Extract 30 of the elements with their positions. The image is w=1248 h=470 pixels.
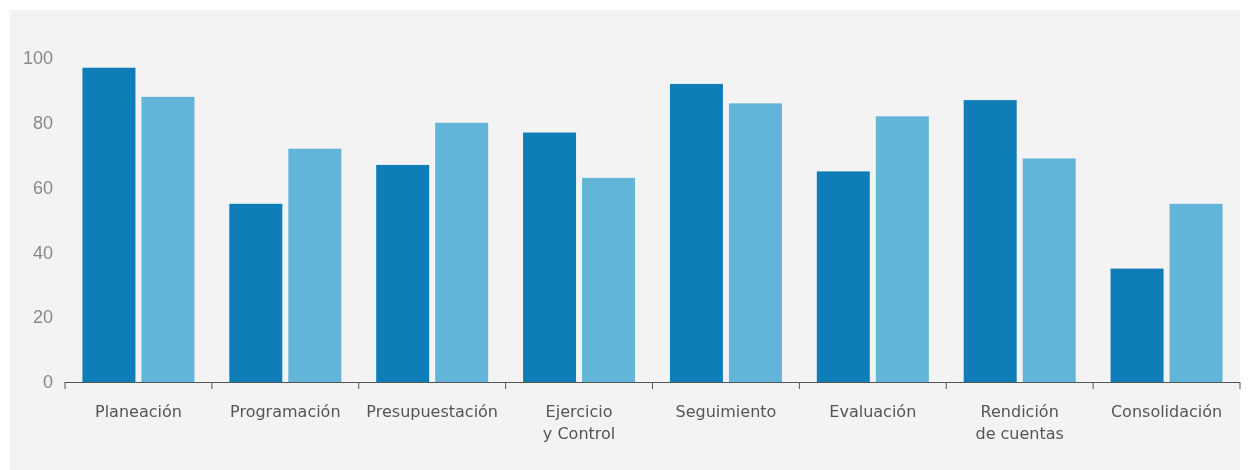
x-tick-label: Consolidación: [1110, 402, 1223, 421]
bar: [229, 203, 283, 382]
bar: [1110, 268, 1164, 382]
bar: [435, 122, 489, 382]
x-tick-label: Ejercicio y Control: [542, 402, 616, 443]
bar: [816, 171, 870, 382]
bar: [669, 83, 723, 382]
x-tick-label: Rendición de cuentas: [975, 402, 1064, 443]
y-tick-label: 0: [42, 372, 53, 393]
bar: [82, 67, 136, 382]
bar: [376, 164, 430, 382]
bar: [582, 177, 636, 382]
x-tick-label: Seguimiento: [675, 402, 777, 421]
y-tick-label: 40: [32, 242, 53, 263]
x-tick-label: Planeación: [95, 402, 182, 421]
y-tick-label: 20: [32, 307, 53, 328]
bar: [288, 148, 342, 382]
x-tick-label: Evaluación: [829, 402, 917, 421]
bar: [141, 96, 195, 382]
y-tick-label: 60: [32, 177, 53, 198]
bar: [1022, 158, 1076, 382]
x-tick-label: Programación: [230, 402, 341, 421]
x-tick-label: Presupuestación: [366, 402, 499, 421]
bar: [523, 132, 577, 382]
bar: [1169, 203, 1223, 382]
y-tick-label: 100: [22, 48, 53, 69]
y-tick-label: 80: [32, 113, 53, 134]
bar: [963, 100, 1017, 382]
bar: [875, 116, 929, 382]
bar: [728, 103, 782, 382]
